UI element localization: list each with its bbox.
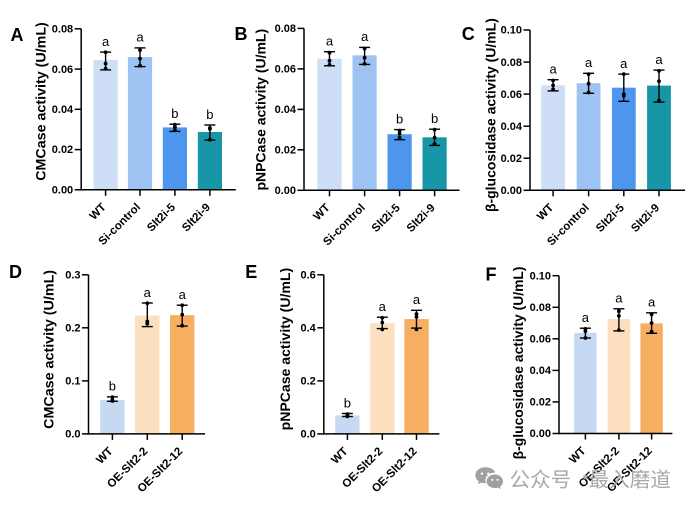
svg-text:b: b [344, 395, 351, 410]
svg-text:0.08: 0.08 [52, 24, 73, 36]
svg-text:0.06: 0.06 [501, 89, 522, 101]
svg-text:0.1: 0.1 [65, 376, 80, 388]
svg-text:a: a [413, 292, 421, 307]
svg-text:0.04: 0.04 [501, 121, 523, 133]
svg-text:β-glucosidase activity (U/mL): β-glucosidase activity (U/mL) [510, 266, 526, 459]
svg-text:0.2: 0.2 [301, 376, 316, 388]
svg-text:0.02: 0.02 [275, 145, 296, 157]
svg-text:0.06: 0.06 [52, 64, 73, 76]
svg-text:0.08: 0.08 [501, 57, 522, 69]
svg-text:0.0: 0.0 [65, 429, 80, 441]
svg-text:D: D [9, 262, 22, 282]
svg-text:a: a [102, 34, 110, 49]
svg-text:0.00: 0.00 [275, 185, 296, 197]
svg-text:a: a [144, 285, 152, 300]
svg-text:a: a [648, 295, 656, 310]
svg-text:0.02: 0.02 [501, 153, 522, 165]
svg-text:a: a [655, 52, 663, 67]
svg-text:0.6: 0.6 [301, 270, 316, 282]
svg-text:F: F [486, 265, 497, 285]
svg-text:0.4: 0.4 [301, 323, 317, 335]
svg-text:a: a [620, 56, 628, 71]
svg-text:0.02: 0.02 [530, 397, 551, 409]
svg-text:0.06: 0.06 [530, 334, 551, 346]
svg-text:b: b [206, 107, 213, 122]
svg-text:0.08: 0.08 [530, 302, 551, 314]
svg-text:a: a [585, 55, 593, 70]
svg-text:0.04: 0.04 [530, 365, 552, 377]
svg-text:0.3: 0.3 [65, 270, 80, 282]
svg-text:B: B [235, 24, 248, 44]
svg-text:0.00: 0.00 [52, 185, 73, 197]
svg-text:b: b [171, 106, 178, 121]
svg-text:a: a [615, 291, 623, 306]
svg-text:A: A [11, 25, 24, 45]
svg-text:C: C [462, 24, 475, 44]
svg-text:0.0: 0.0 [301, 429, 316, 441]
svg-text:0.10: 0.10 [501, 25, 522, 37]
svg-text:pNPCase activity (U/mL): pNPCase activity (U/mL) [253, 29, 269, 191]
svg-text:CMCase activity (U/mL): CMCase activity (U/mL) [33, 22, 49, 181]
svg-text:0.06: 0.06 [275, 64, 296, 76]
svg-text:0.00: 0.00 [530, 428, 551, 440]
svg-text:0.00: 0.00 [501, 185, 522, 197]
svg-text:0.2: 0.2 [65, 323, 80, 335]
svg-text:CMCase activity (U/mL): CMCase activity (U/mL) [41, 270, 57, 429]
svg-text:pNPCase activity (U/mL): pNPCase activity (U/mL) [277, 268, 293, 431]
svg-text:a: a [179, 287, 187, 302]
svg-text:a: a [326, 34, 334, 49]
svg-text:0.08: 0.08 [275, 23, 296, 35]
svg-text:β-glucosidase activity (U/mL): β-glucosidase activity (U/mL) [483, 18, 499, 212]
svg-text:a: a [549, 62, 557, 77]
svg-text:b: b [396, 111, 403, 126]
svg-text:E: E [245, 262, 257, 282]
svg-text:0.04: 0.04 [52, 104, 74, 116]
svg-text:0.04: 0.04 [275, 104, 297, 116]
svg-text:0.02: 0.02 [52, 144, 73, 156]
svg-text:a: a [136, 30, 144, 45]
svg-text:b: b [431, 111, 438, 126]
svg-text:a: a [379, 299, 387, 314]
svg-text:a: a [582, 310, 590, 325]
svg-text:b: b [109, 379, 116, 394]
svg-text:0.10: 0.10 [530, 270, 551, 282]
svg-text:a: a [361, 29, 369, 44]
